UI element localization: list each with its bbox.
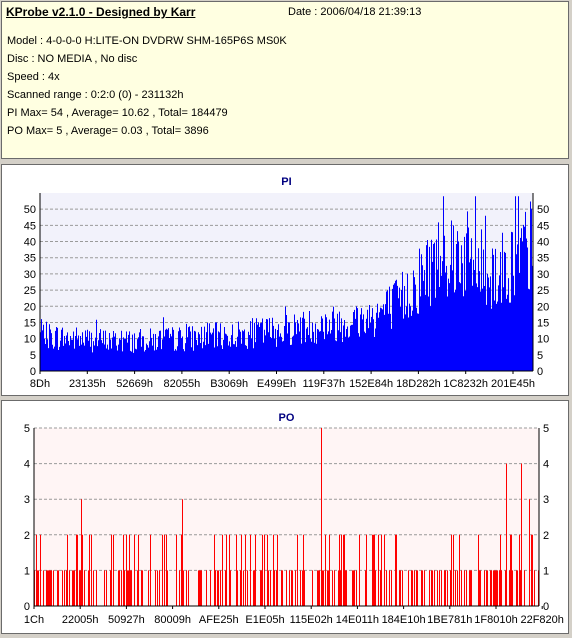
y-tick-label-left: 30 [24,269,36,281]
chart-title: PO [279,412,295,424]
x-tick-label: 115E02h [290,614,333,626]
y-tick-label-left: 2 [24,530,30,542]
y-tick-label-right: 40 [537,237,549,249]
disc-line: Disc : NO MEDIA , No disc [7,53,138,65]
x-tick-label: 184E10h [382,614,426,626]
y-tick-label-left: 20 [24,301,36,313]
po-summary-line: PO Max= 5 , Average= 0.03 , Total= 3896 [7,125,209,137]
x-tick-label: 22005h [62,614,99,626]
x-tick-label: E499Eh [257,378,296,390]
y-tick-label-right: 3 [543,494,549,506]
x-tick-label: 1C8232h [443,378,488,390]
x-tick-label: E1E05h [245,614,284,626]
y-tick-label-right: 10 [537,334,549,346]
y-tick-label-right: 5 [543,423,549,435]
pi-chart-panel: PI 0 0 5 5 10 10 15 15 20 20 25 25 30 30 35 35 40 40 45 45 50… [1,164,569,396]
x-tick-label: 50927h [108,614,145,626]
x-tick-label: B3069h [210,378,248,390]
speed-line: Speed : 4x [7,71,60,83]
y-tick-label-left: 1 [24,565,30,577]
po-data-series [34,428,539,606]
y-tick-label-left: 0 [24,601,30,613]
info-panel: KProbe v2.1.0 - Designed by Karr Date : … [1,1,569,159]
po-chart: PO 0 0 1 1 2 2 3 3 4 4 5 5 1Ch 22005h 50927h 80009h AFE25… [24,412,564,626]
y-tick-label-left: 50 [24,204,36,216]
y-tick-label-left: 45 [24,220,36,232]
x-tick-label: 80009h [154,614,191,626]
y-tick-label-right: 0 [537,366,543,378]
x-tick-label: 52669h [116,378,153,390]
x-tick-label: 14E011h [336,614,379,626]
y-tick-label-left: 5 [24,423,30,435]
pi-data-series [40,196,533,371]
x-tick-label: 1Ch [24,614,44,626]
y-tick-label-right: 1 [543,565,549,577]
y-tick-label-right: 20 [537,301,549,313]
range-line: Scanned range : 0:2:0 (0) - 231132h [7,89,184,101]
y-tick-label-right: 30 [537,269,549,281]
y-tick-label-left: 25 [24,285,36,297]
x-tick-label: 8Dh [30,378,50,390]
y-tick-label-right: 35 [537,253,549,265]
y-tick-label-right: 45 [537,220,549,232]
scan-date: Date : 2006/04/18 21:39:13 [288,6,422,18]
y-tick-label-right: 4 [543,459,549,471]
model-line: Model : 4-0-0-0 H:LITE-ON DVDRW SHM-165P… [7,35,287,47]
x-tick-label: 18D282h [396,378,441,390]
y-tick-label-left: 15 [24,317,36,329]
x-tick-label: 1F8010h [474,614,517,626]
x-tick-label: 82055h [164,378,201,390]
pi-chart: PI 0 0 5 5 10 10 15 15 20 20 25 25 30 30 35 35 40 40 45 45 50… [24,176,550,390]
pi-summary-line: PI Max= 54 , Average= 10.62 , Total= 184… [7,107,228,119]
x-tick-label: AFE25h [199,614,239,626]
x-tick-label: 201E45h [491,378,535,390]
y-tick-label-right: 5 [537,350,543,362]
y-tick-label-right: 0 [543,601,549,613]
y-tick-label-left: 0 [30,366,36,378]
y-tick-label-left: 4 [24,459,30,471]
y-tick-label-left: 3 [24,494,30,506]
x-tick-label: 1BE781h [427,614,472,626]
po-chart-panel: PO 0 0 1 1 2 2 3 3 4 4 5 5 1Ch 22005h 50927h 80009h AFE25… [1,400,569,634]
y-tick-label-left: 10 [24,334,36,346]
x-tick-label: 119F37h [302,378,345,390]
y-tick-label-left: 5 [30,350,36,362]
x-tick-label: 23135h [69,378,106,390]
y-tick-label-right: 2 [543,530,549,542]
y-tick-label-left: 35 [24,253,36,265]
x-tick-label: 152E84h [349,378,393,390]
y-tick-label-right: 25 [537,285,549,297]
y-tick-label-right: 50 [537,204,549,216]
chart-title: PI [281,176,291,188]
y-tick-label-right: 15 [537,317,549,329]
app-title: KProbe v2.1.0 - Designed by Karr [6,5,196,19]
x-tick-label: 22F820h [520,614,563,626]
y-tick-label-left: 40 [24,237,36,249]
